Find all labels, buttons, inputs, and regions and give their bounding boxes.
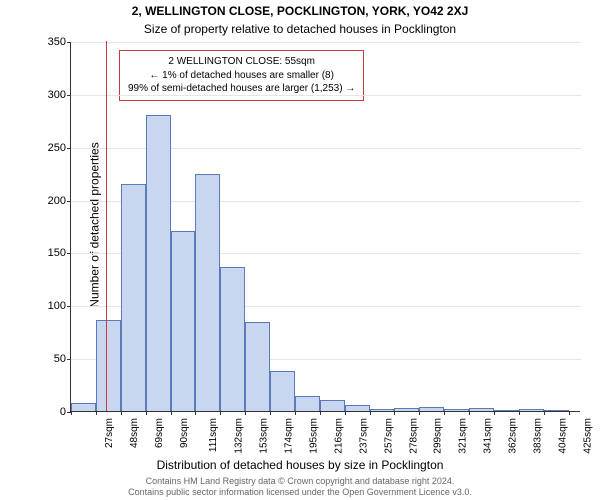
x-tick bbox=[146, 411, 147, 415]
x-tick bbox=[345, 411, 346, 415]
x-tick bbox=[519, 411, 520, 415]
x-tick-label: 174sqm bbox=[284, 418, 295, 454]
x-tick-label: 299sqm bbox=[433, 418, 444, 454]
gridline bbox=[71, 95, 581, 96]
legend-line-1: 2 WELLINGTON CLOSE: 55sqm bbox=[128, 55, 355, 69]
histogram-bar bbox=[419, 407, 444, 411]
x-tick-label: 257sqm bbox=[383, 418, 394, 454]
histogram-bar bbox=[320, 400, 345, 411]
x-axis-label: Distribution of detached houses by size … bbox=[0, 458, 600, 472]
histogram-bar bbox=[146, 115, 171, 411]
x-tick-label: 278sqm bbox=[408, 418, 419, 454]
x-tick bbox=[569, 411, 570, 415]
x-tick-label: 69sqm bbox=[154, 418, 165, 448]
footer-attribution: Contains HM Land Registry data © Crown c… bbox=[0, 476, 600, 498]
x-tick bbox=[295, 411, 296, 415]
x-tick bbox=[71, 411, 72, 415]
histogram-bar bbox=[71, 403, 96, 411]
chart-plot-area: 2 WELLINGTON CLOSE: 55sqm ← 1% of detach… bbox=[70, 42, 580, 412]
histogram-bar bbox=[171, 231, 196, 411]
legend-line-2: ← 1% of detached houses are smaller (8) bbox=[128, 69, 355, 83]
x-tick-label: 404sqm bbox=[557, 418, 568, 454]
histogram-bar bbox=[494, 410, 519, 411]
x-tick-label: 237sqm bbox=[358, 418, 369, 454]
histogram-bar bbox=[519, 409, 544, 411]
histogram-bar bbox=[195, 174, 220, 411]
x-tick bbox=[469, 411, 470, 415]
y-tick bbox=[67, 148, 71, 149]
x-tick bbox=[320, 411, 321, 415]
x-tick bbox=[370, 411, 371, 415]
y-tick-label: 0 bbox=[60, 406, 66, 418]
histogram-bar bbox=[394, 408, 419, 411]
histogram-bar bbox=[270, 371, 295, 411]
y-tick-label: 300 bbox=[48, 89, 66, 101]
x-tick-label: 216sqm bbox=[333, 418, 344, 454]
y-tick-label: 50 bbox=[54, 353, 66, 365]
x-tick-label: 341sqm bbox=[483, 418, 494, 454]
x-tick-label: 425sqm bbox=[582, 418, 593, 454]
x-tick bbox=[444, 411, 445, 415]
x-tick bbox=[96, 411, 97, 415]
x-tick bbox=[270, 411, 271, 415]
x-tick bbox=[195, 411, 196, 415]
y-tick bbox=[67, 253, 71, 254]
x-tick-label: 27sqm bbox=[104, 418, 115, 448]
x-tick-label: 195sqm bbox=[309, 418, 320, 454]
y-tick-label: 350 bbox=[48, 36, 66, 48]
x-tick bbox=[419, 411, 420, 415]
y-tick bbox=[67, 201, 71, 202]
histogram-bar bbox=[295, 396, 320, 411]
y-tick-label: 150 bbox=[48, 247, 66, 259]
footer-line-1: Contains HM Land Registry data © Crown c… bbox=[146, 476, 455, 486]
x-tick-label: 383sqm bbox=[533, 418, 544, 454]
legend-line-3: 99% of semi-detached houses are larger (… bbox=[128, 82, 355, 96]
chart-legend: 2 WELLINGTON CLOSE: 55sqm ← 1% of detach… bbox=[119, 50, 364, 101]
histogram-bar bbox=[544, 410, 569, 411]
page-title-2: Size of property relative to detached ho… bbox=[0, 22, 600, 36]
histogram-bar bbox=[370, 409, 395, 411]
property-marker-line bbox=[106, 41, 107, 411]
y-tick-label: 200 bbox=[48, 195, 66, 207]
x-tick bbox=[544, 411, 545, 415]
y-tick bbox=[67, 95, 71, 96]
x-tick bbox=[171, 411, 172, 415]
y-tick bbox=[67, 306, 71, 307]
histogram-bar bbox=[444, 409, 469, 411]
x-tick-label: 153sqm bbox=[259, 418, 270, 454]
x-tick-label: 111sqm bbox=[208, 418, 219, 452]
x-tick-label: 132sqm bbox=[234, 418, 245, 454]
histogram-bar bbox=[245, 322, 270, 411]
gridline bbox=[71, 42, 581, 43]
histogram-bar bbox=[345, 405, 370, 411]
x-tick bbox=[245, 411, 246, 415]
histogram-bar bbox=[469, 408, 494, 411]
x-tick bbox=[220, 411, 221, 415]
y-tick-label: 100 bbox=[48, 300, 66, 312]
histogram-bar bbox=[121, 184, 146, 411]
y-tick bbox=[67, 359, 71, 360]
y-tick-label: 250 bbox=[48, 142, 66, 154]
x-tick-label: 90sqm bbox=[179, 418, 190, 448]
x-tick bbox=[394, 411, 395, 415]
y-tick bbox=[67, 42, 71, 43]
x-tick bbox=[121, 411, 122, 415]
x-tick-label: 321sqm bbox=[458, 418, 469, 454]
histogram-bar bbox=[96, 320, 121, 411]
x-tick-label: 48sqm bbox=[129, 418, 140, 448]
histogram-bar bbox=[220, 267, 245, 411]
x-tick bbox=[494, 411, 495, 415]
x-tick-label: 362sqm bbox=[508, 418, 519, 454]
page-title-1: 2, WELLINGTON CLOSE, POCKLINGTON, YORK, … bbox=[0, 4, 600, 18]
footer-line-2: Contains public sector information licen… bbox=[128, 487, 472, 497]
